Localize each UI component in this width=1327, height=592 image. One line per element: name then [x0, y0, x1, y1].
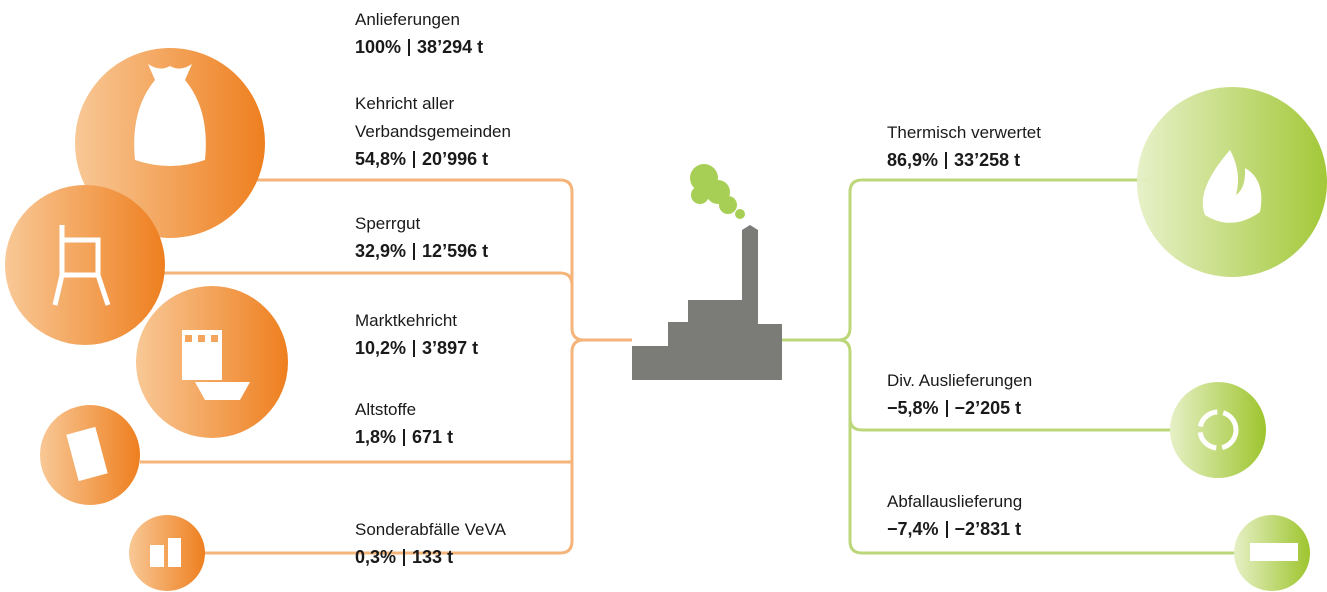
- value: 54,8% 20’996 t: [355, 146, 511, 172]
- share: 0,3%: [355, 547, 397, 567]
- label-block: Marktkehricht 10,2% 3’897 t: [355, 307, 478, 361]
- separator: [945, 399, 948, 417]
- label: Anlieferungen: [355, 10, 460, 29]
- factory: [632, 225, 782, 380]
- value: −5,8% −2’205 t: [887, 395, 1032, 421]
- label: Sperrgut: [355, 214, 421, 233]
- input-circles: [5, 48, 288, 591]
- amount: 38’294 t: [417, 37, 484, 57]
- separator: [413, 150, 416, 168]
- amount: 12’596 t: [422, 241, 489, 261]
- label: Thermisch verwertet: [887, 123, 1041, 142]
- label-block: Sperrgut 32,9% 12’596 t: [355, 210, 488, 264]
- value: 0,3% 133 t: [355, 544, 506, 570]
- share: −5,8%: [887, 398, 939, 418]
- separator: [945, 151, 948, 169]
- amount: −2’205 t: [954, 398, 1022, 418]
- share: −7,4%: [887, 519, 939, 539]
- share: 54,8%: [355, 149, 407, 169]
- value: 86,9% 33’258 t: [887, 147, 1041, 173]
- amount: 133 t: [412, 547, 454, 567]
- label-block: Abfallauslieferung −7,4% −2’831 t: [887, 488, 1022, 542]
- icons-top: [140, 98, 1298, 561]
- value: 1,8% 671 t: [355, 424, 453, 450]
- share: 86,9%: [887, 150, 939, 170]
- smoke: [690, 164, 745, 219]
- separator: [413, 242, 416, 260]
- value: −7,4% −2’831 t: [887, 516, 1022, 542]
- amount: 20’996 t: [422, 149, 489, 169]
- amount: −2’831 t: [954, 519, 1022, 539]
- label-block: Anlieferungen 100% 38’294 t: [355, 6, 483, 60]
- label: Marktkehricht: [355, 311, 458, 330]
- label: Abfallauslieferung: [887, 492, 1023, 511]
- value: 100% 38’294 t: [355, 34, 483, 60]
- label-block: Kehricht aller Verbandsgemeinden 54,8% 20’…: [355, 90, 511, 172]
- label: Sonderabfälle VeVA: [355, 520, 506, 539]
- separator: [403, 428, 406, 446]
- share: 10,2%: [355, 338, 407, 358]
- label: Div. Auslieferungen: [887, 371, 1033, 390]
- separator: [413, 339, 416, 357]
- label: Altstoffe: [355, 400, 417, 419]
- label-block: Altstoffe 1,8% 671 t: [355, 396, 453, 450]
- share: 32,9%: [355, 241, 407, 261]
- label-block: Div. Auslieferungen −5,8% −2’205 t: [887, 367, 1032, 421]
- label-block: Sonderabfälle VeVA 0,3% 133 t: [355, 516, 506, 570]
- separator: [945, 520, 948, 538]
- amount: 3’897 t: [422, 338, 479, 358]
- label: Kehricht aller Verbandsgemeinden: [355, 94, 511, 141]
- label-block: Thermisch verwertet 86,9% 33’258 t: [887, 119, 1041, 173]
- amount: 33’258 t: [954, 150, 1021, 170]
- output-lines: [770, 178, 1240, 555]
- share: 100%: [355, 37, 402, 57]
- share: 1,8%: [355, 427, 397, 447]
- value: 10,2% 3’897 t: [355, 335, 478, 361]
- input-lines: [140, 178, 632, 555]
- separator: [403, 548, 406, 566]
- separator: [408, 38, 411, 56]
- amount: 671 t: [412, 427, 454, 447]
- value: 32,9% 12’596 t: [355, 238, 488, 264]
